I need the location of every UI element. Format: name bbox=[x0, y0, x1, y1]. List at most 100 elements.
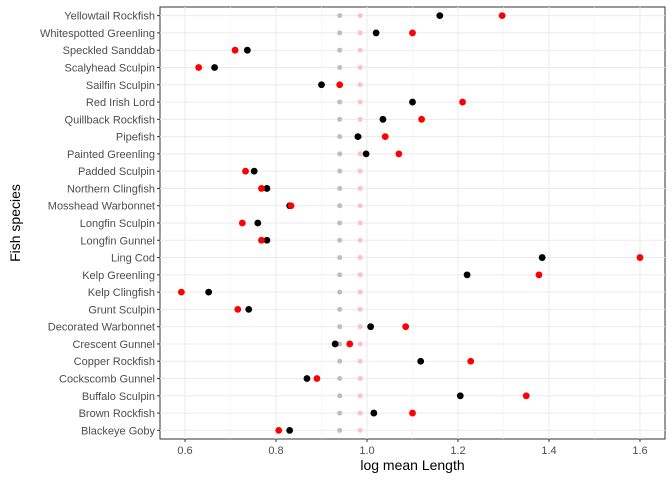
y-tick-label: Crescent Gunnel bbox=[72, 339, 155, 351]
data-point bbox=[211, 64, 218, 71]
y-tick-label: Longfin Sculpin bbox=[80, 218, 155, 230]
data-point bbox=[337, 116, 343, 122]
data-point bbox=[337, 341, 343, 347]
y-tick-label: Blackeye Goby bbox=[81, 425, 155, 437]
data-point bbox=[357, 203, 363, 209]
x-axis: 0.6 0.8 1.0 1.2 1.4 1.6 bbox=[177, 439, 648, 457]
data-point bbox=[337, 306, 343, 312]
y-tick-label: Copper Rockfish bbox=[74, 356, 155, 368]
data-point bbox=[337, 255, 343, 261]
data-point bbox=[313, 375, 321, 382]
data-point bbox=[357, 116, 363, 122]
y-tick-label: Grunt Sculpin bbox=[88, 304, 155, 316]
data-point bbox=[357, 376, 363, 382]
data-point bbox=[354, 133, 362, 141]
data-point bbox=[337, 151, 343, 157]
y-tick-label: Kelp Clingfish bbox=[88, 287, 155, 299]
y-tick-label: Scalyhead Sculpin bbox=[64, 62, 155, 74]
data-point bbox=[636, 254, 644, 261]
data-point bbox=[357, 220, 363, 226]
data-point bbox=[357, 185, 363, 191]
y-tick-label: Painted Greenling bbox=[67, 149, 155, 161]
data-point bbox=[337, 99, 343, 105]
data-point bbox=[357, 30, 363, 36]
data-point bbox=[337, 220, 343, 226]
data-point bbox=[337, 30, 343, 36]
data-point bbox=[242, 167, 249, 175]
data-point bbox=[357, 410, 363, 416]
x-tick-label: 0.8 bbox=[268, 445, 283, 457]
data-point bbox=[195, 64, 203, 71]
data-point bbox=[357, 47, 363, 53]
data-point bbox=[357, 168, 363, 174]
data-point bbox=[336, 81, 344, 89]
data-point bbox=[535, 271, 543, 279]
y-tick-label: Brown Rockfish bbox=[79, 408, 155, 420]
data-point bbox=[346, 340, 354, 348]
data-point bbox=[177, 288, 185, 296]
data-point bbox=[357, 82, 363, 88]
data-point bbox=[357, 427, 363, 433]
y-tick-label: Red Irish Lord bbox=[86, 97, 155, 109]
data-points bbox=[177, 12, 644, 434]
data-point bbox=[370, 409, 378, 417]
data-point bbox=[337, 185, 343, 191]
data-point bbox=[337, 324, 343, 330]
data-point bbox=[459, 98, 466, 106]
data-point bbox=[357, 324, 363, 330]
y-tick-label: Decorated Warbonnet bbox=[48, 322, 155, 334]
data-point bbox=[367, 323, 375, 331]
x-tick-label: 1.0 bbox=[359, 445, 374, 457]
data-point bbox=[286, 426, 294, 434]
data-point bbox=[402, 323, 410, 331]
x-tick-label: 1.2 bbox=[450, 445, 465, 457]
data-point bbox=[263, 236, 271, 244]
data-point bbox=[234, 306, 242, 313]
data-point bbox=[417, 357, 425, 365]
data-point bbox=[418, 115, 425, 123]
data-point bbox=[337, 410, 343, 416]
data-point bbox=[409, 29, 416, 37]
x-tick-label: 1.4 bbox=[541, 445, 556, 457]
data-point bbox=[331, 340, 339, 348]
data-point bbox=[357, 289, 363, 295]
data-point bbox=[231, 46, 239, 54]
y-axis-title: Fish species bbox=[7, 184, 23, 262]
data-point bbox=[337, 64, 343, 70]
y-tick-label: Padded Sculpin bbox=[78, 166, 155, 178]
data-point bbox=[357, 255, 363, 261]
data-point bbox=[357, 341, 363, 347]
data-point bbox=[357, 99, 363, 105]
y-tick-label: Speckled Sanddab bbox=[63, 45, 155, 57]
data-point bbox=[337, 13, 343, 19]
data-point bbox=[337, 203, 343, 209]
data-point bbox=[498, 12, 506, 20]
data-point bbox=[238, 219, 246, 227]
y-tick-label: Kelp Greenling bbox=[82, 270, 155, 282]
data-point bbox=[409, 409, 416, 417]
y-tick-label: Whitespotted Greenling bbox=[40, 28, 155, 40]
data-point bbox=[357, 358, 363, 364]
data-point bbox=[522, 392, 530, 400]
data-point bbox=[337, 237, 343, 243]
data-point bbox=[357, 393, 363, 399]
x-axis-title: log mean Length bbox=[360, 457, 464, 473]
y-tick-label: Yellowtail Rockfish bbox=[64, 11, 155, 23]
y-tick-label: Mosshead Warbonnet bbox=[48, 201, 155, 213]
data-point bbox=[258, 236, 265, 244]
data-point bbox=[372, 29, 380, 37]
data-point bbox=[337, 427, 343, 433]
y-tick-label: Cockscomb Gunnel bbox=[59, 374, 155, 386]
data-point bbox=[362, 150, 370, 158]
data-point bbox=[337, 47, 343, 53]
data-point bbox=[303, 375, 311, 382]
data-point bbox=[337, 393, 343, 399]
data-point bbox=[243, 46, 251, 54]
data-point bbox=[436, 12, 444, 20]
y-tick-label: Pipefish bbox=[116, 132, 155, 144]
data-point bbox=[250, 167, 258, 175]
data-point bbox=[254, 219, 262, 227]
data-point bbox=[337, 272, 343, 278]
y-axis: Yellowtail Rockfish Whitespotted Greenlin… bbox=[40, 11, 160, 437]
data-point bbox=[275, 426, 283, 434]
